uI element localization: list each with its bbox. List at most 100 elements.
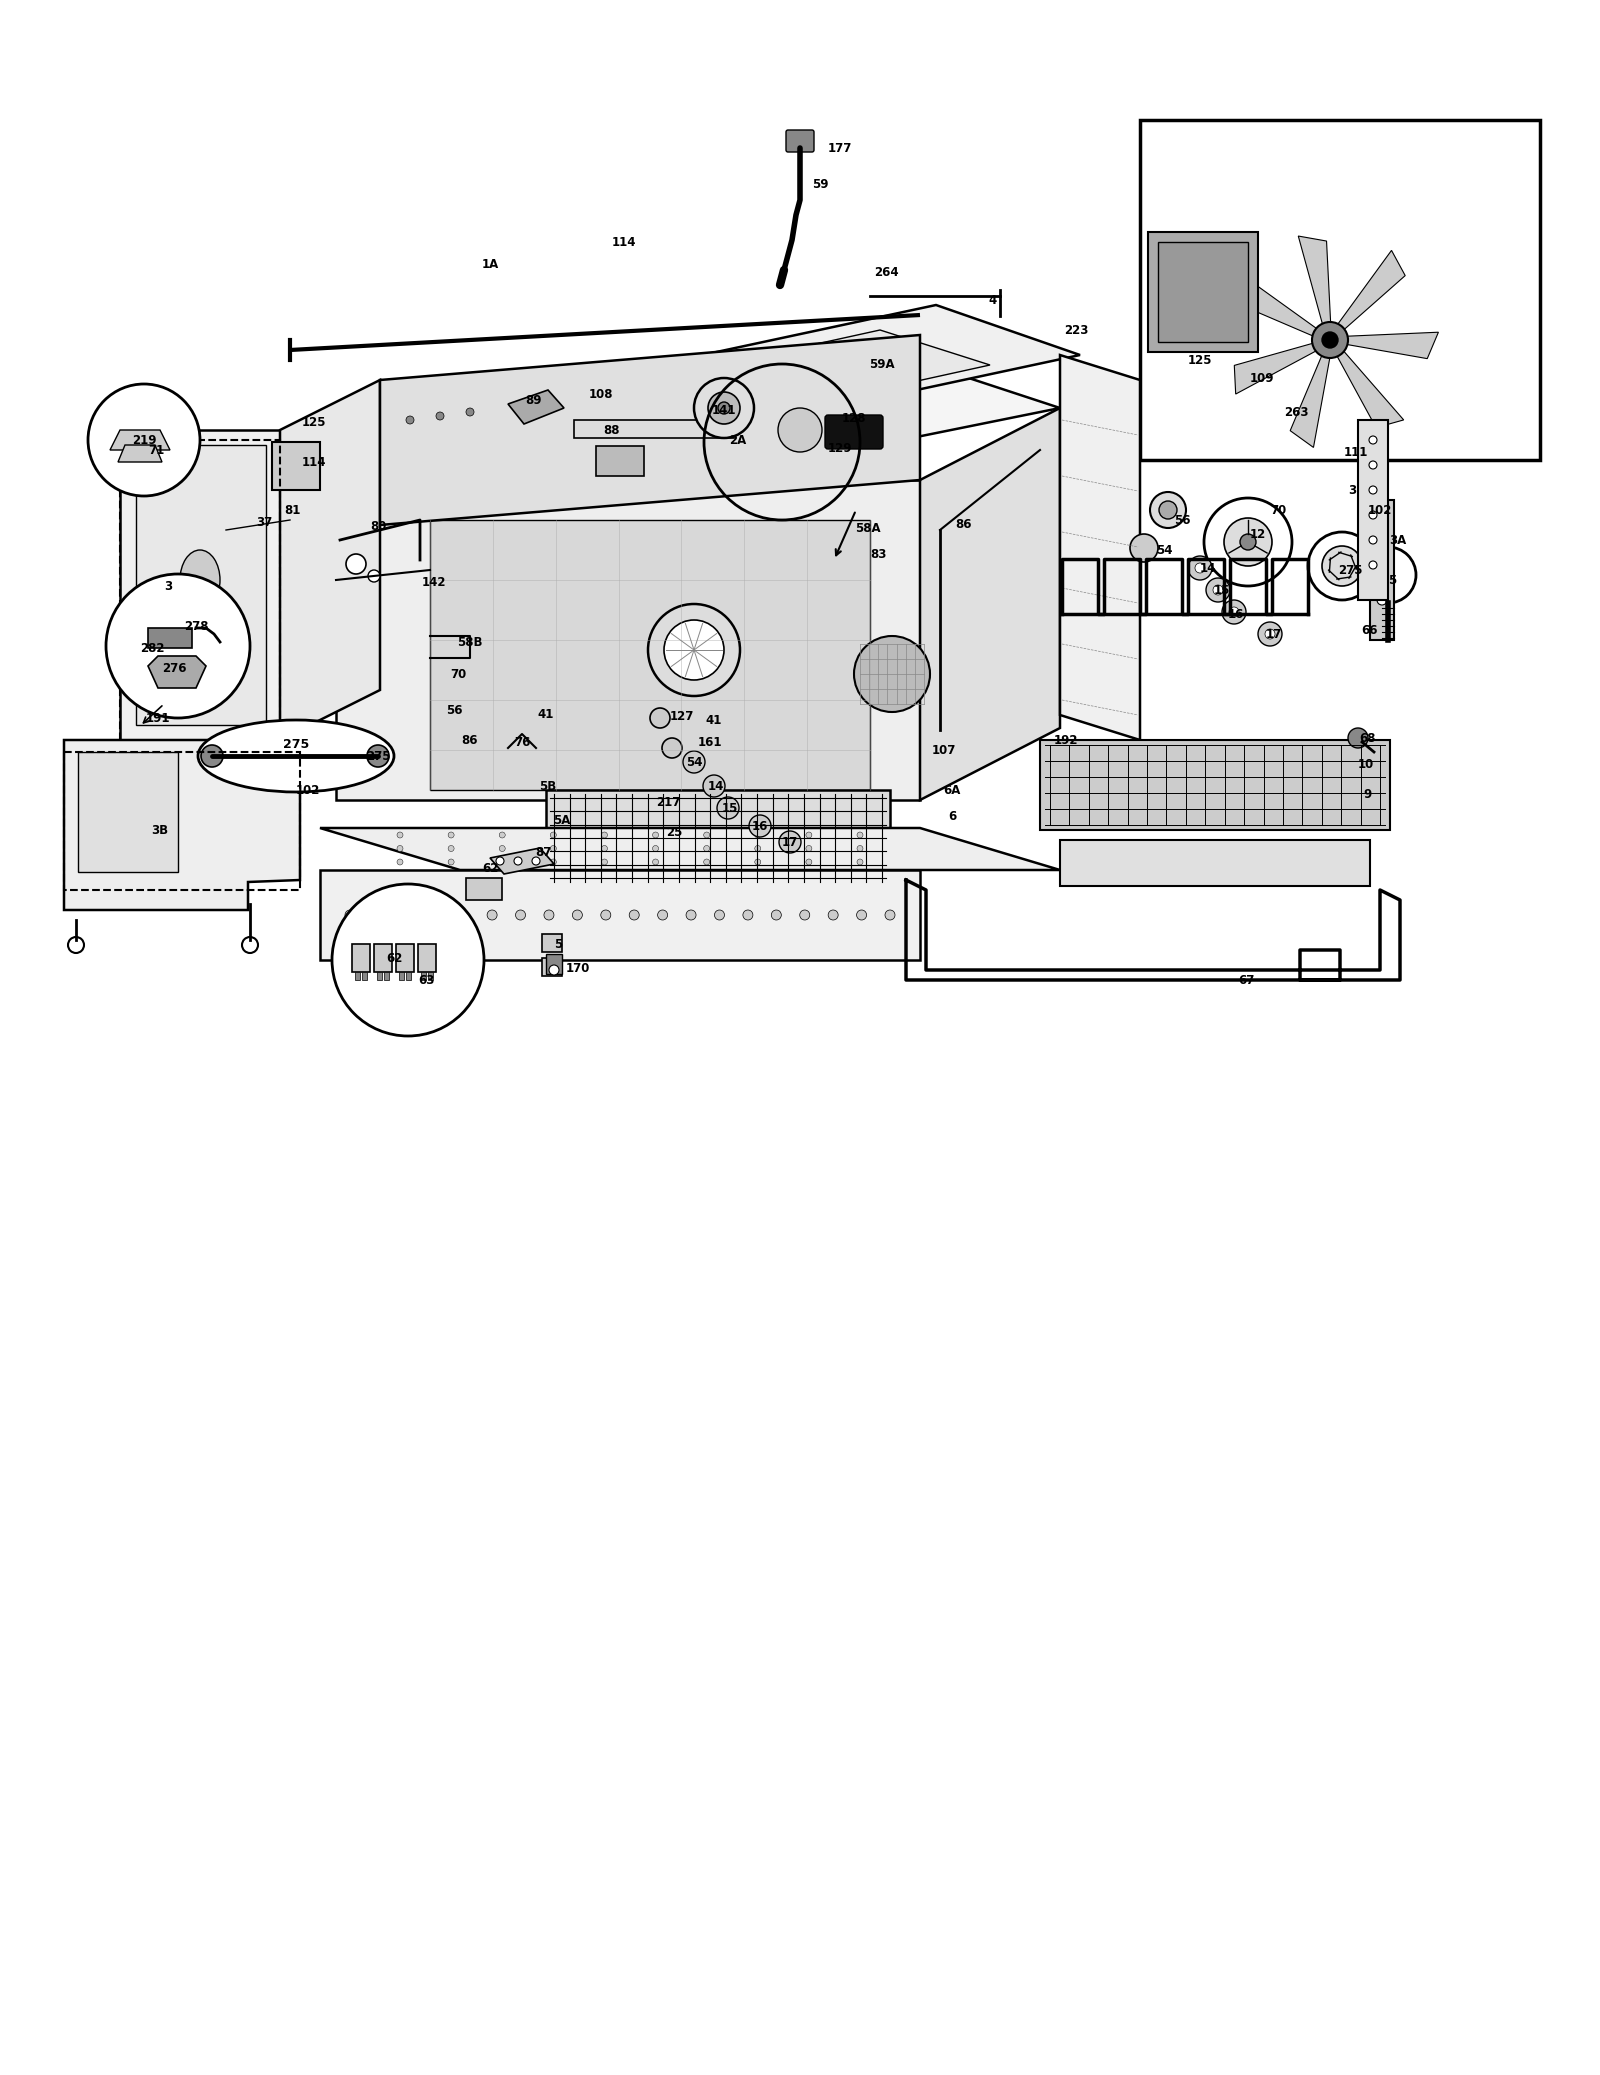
Text: 54: 54 — [686, 755, 702, 768]
Circle shape — [1195, 562, 1205, 573]
Polygon shape — [490, 849, 554, 874]
Text: 17: 17 — [1266, 627, 1282, 641]
Polygon shape — [136, 444, 266, 724]
Text: 17: 17 — [782, 836, 798, 849]
Circle shape — [602, 832, 608, 838]
Polygon shape — [336, 361, 1059, 525]
Circle shape — [683, 751, 706, 774]
Circle shape — [629, 911, 640, 919]
Circle shape — [856, 911, 867, 919]
Polygon shape — [1334, 347, 1403, 427]
Bar — [378, 971, 382, 979]
Text: 275: 275 — [1338, 564, 1362, 577]
Circle shape — [858, 845, 862, 851]
Text: 37: 37 — [256, 515, 272, 529]
Circle shape — [106, 575, 250, 718]
Circle shape — [858, 832, 862, 838]
Circle shape — [742, 911, 754, 919]
Text: 88: 88 — [603, 423, 621, 436]
Circle shape — [1322, 546, 1362, 585]
Circle shape — [704, 859, 710, 865]
Text: 15: 15 — [722, 801, 738, 815]
Text: 54: 54 — [1155, 544, 1173, 556]
Polygon shape — [1334, 251, 1405, 334]
Circle shape — [749, 815, 771, 836]
Text: 192: 192 — [1054, 732, 1078, 747]
Polygon shape — [381, 334, 920, 525]
Circle shape — [1370, 486, 1378, 494]
Text: 114: 114 — [611, 237, 637, 249]
Text: 14: 14 — [707, 780, 725, 793]
Text: 111: 111 — [1344, 446, 1368, 459]
Circle shape — [658, 911, 667, 919]
Circle shape — [648, 604, 739, 695]
Text: 219: 219 — [131, 434, 157, 446]
FancyBboxPatch shape — [786, 131, 814, 151]
Circle shape — [653, 845, 659, 851]
Circle shape — [1213, 585, 1222, 596]
Text: 3A: 3A — [1389, 533, 1406, 546]
Circle shape — [397, 832, 403, 838]
Text: 70: 70 — [450, 668, 466, 681]
Circle shape — [653, 832, 659, 838]
Text: 102: 102 — [296, 784, 320, 797]
Circle shape — [704, 845, 710, 851]
Circle shape — [1206, 579, 1230, 602]
Text: 25: 25 — [666, 826, 682, 838]
Circle shape — [1378, 554, 1387, 564]
Circle shape — [854, 637, 930, 712]
Text: 129: 129 — [827, 442, 853, 454]
Bar — [384, 971, 389, 979]
Text: 3: 3 — [163, 579, 173, 593]
Circle shape — [806, 859, 811, 865]
Text: 275: 275 — [366, 749, 390, 762]
Bar — [78, 751, 178, 872]
Circle shape — [806, 845, 811, 851]
Circle shape — [1224, 519, 1272, 566]
Text: 86: 86 — [955, 517, 973, 531]
Text: 16: 16 — [1227, 608, 1245, 620]
Text: 125: 125 — [302, 415, 326, 430]
Circle shape — [366, 745, 389, 768]
Text: 16: 16 — [752, 820, 768, 832]
Circle shape — [662, 739, 682, 757]
Circle shape — [885, 911, 894, 919]
Circle shape — [755, 832, 760, 838]
Text: 108: 108 — [589, 388, 613, 400]
Text: 264: 264 — [874, 266, 898, 278]
Text: 5: 5 — [554, 938, 562, 950]
Circle shape — [1347, 728, 1368, 747]
Text: 41: 41 — [706, 714, 722, 726]
Circle shape — [496, 857, 504, 865]
Polygon shape — [147, 656, 206, 689]
Text: 275: 275 — [283, 739, 309, 751]
Circle shape — [397, 845, 403, 851]
Text: 59: 59 — [811, 178, 829, 191]
Polygon shape — [118, 444, 162, 463]
Circle shape — [707, 392, 739, 423]
Circle shape — [653, 859, 659, 865]
Circle shape — [67, 938, 83, 952]
Text: 58A: 58A — [854, 521, 882, 535]
Bar — [546, 791, 890, 886]
Text: 56: 56 — [1174, 513, 1190, 527]
Text: 12: 12 — [1250, 527, 1266, 540]
Circle shape — [550, 845, 557, 851]
Circle shape — [550, 859, 557, 865]
Bar — [1158, 243, 1248, 342]
Ellipse shape — [179, 550, 221, 610]
Text: 59A: 59A — [869, 359, 894, 371]
Bar — [0, 0, 1600, 81]
Circle shape — [346, 554, 366, 575]
Circle shape — [1130, 533, 1158, 562]
Circle shape — [1378, 596, 1387, 606]
Text: 87: 87 — [534, 845, 550, 859]
Text: 127: 127 — [670, 710, 694, 722]
Bar — [398, 971, 403, 979]
Circle shape — [544, 911, 554, 919]
Bar — [362, 971, 366, 979]
Bar — [421, 971, 426, 979]
Circle shape — [499, 832, 506, 838]
Circle shape — [664, 620, 723, 681]
Text: 2A: 2A — [730, 434, 747, 446]
